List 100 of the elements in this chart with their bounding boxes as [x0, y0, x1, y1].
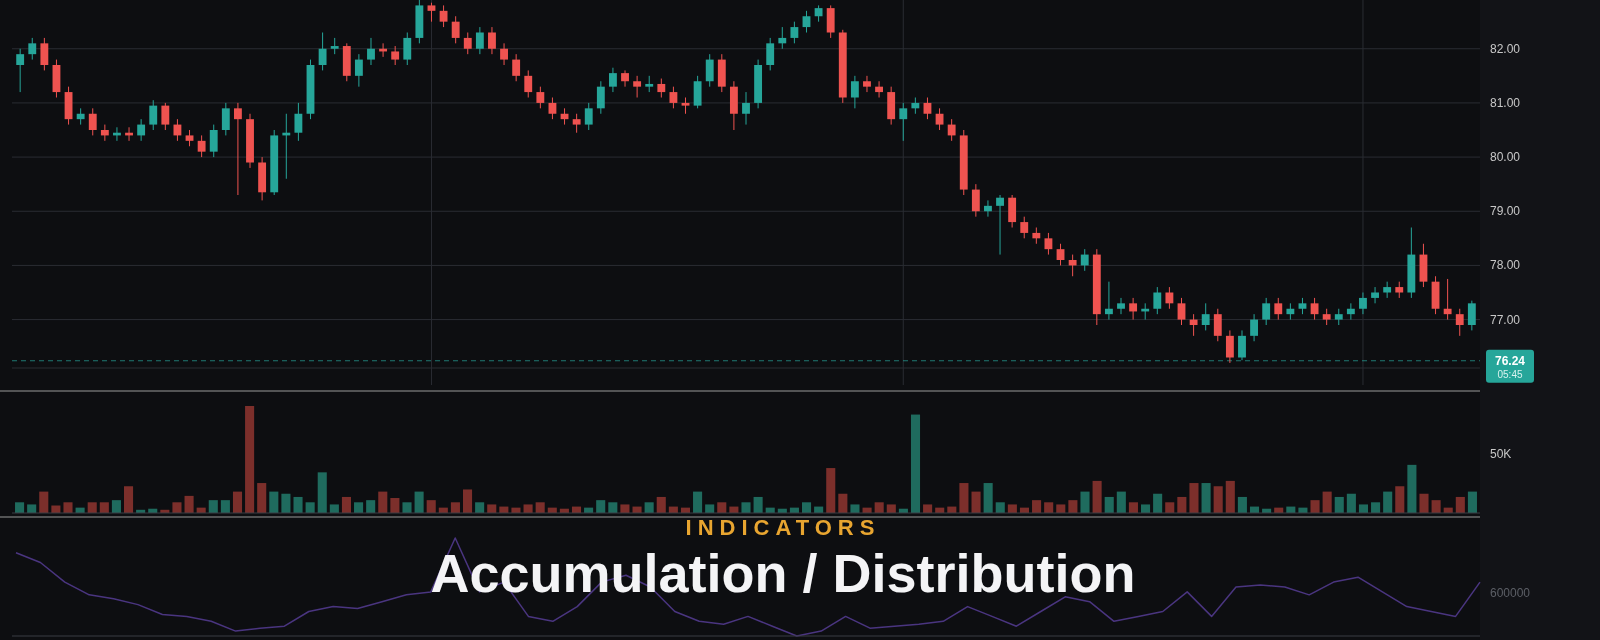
candlestick — [621, 69, 629, 88]
candlestick — [500, 42, 508, 66]
bar — [1467, 491, 1477, 513]
ref-line-label: 76.24 — [1494, 353, 1526, 368]
candlestick — [137, 118, 146, 142]
bar — [1431, 500, 1441, 513]
bar — [27, 504, 37, 513]
bar — [1334, 496, 1344, 513]
bar — [111, 500, 121, 513]
bar — [390, 498, 400, 513]
candlestick — [1044, 232, 1053, 256]
bar — [1128, 502, 1138, 513]
candlestick — [391, 45, 400, 66]
candlestick — [1262, 297, 1271, 326]
bar — [1116, 491, 1126, 513]
bar — [402, 502, 412, 513]
candlestick — [609, 67, 617, 93]
candlestick — [657, 78, 666, 98]
bar — [971, 491, 981, 513]
candlestick — [16, 48, 25, 93]
bar — [874, 502, 884, 513]
bar — [354, 502, 364, 513]
bar — [426, 500, 436, 513]
bar — [1225, 480, 1235, 513]
candlestick — [1165, 286, 1174, 310]
bar — [378, 491, 388, 513]
bar — [620, 504, 630, 513]
bar — [886, 504, 896, 513]
candlestick — [863, 75, 871, 93]
bar — [245, 406, 255, 513]
bar — [644, 502, 654, 513]
candlestick — [173, 118, 182, 142]
bar — [1310, 500, 1320, 513]
bar — [475, 502, 485, 513]
bar — [1455, 496, 1465, 513]
candlestick — [209, 124, 218, 158]
candlestick — [427, 2, 436, 23]
candlestick — [451, 15, 460, 44]
bar — [317, 472, 327, 513]
candlestick — [669, 86, 678, 109]
candlestick — [996, 194, 1004, 256]
candlestick — [88, 107, 97, 136]
bar — [838, 493, 848, 513]
candlestick — [475, 26, 484, 55]
bar — [1141, 504, 1151, 513]
bar — [1213, 486, 1223, 513]
candlestick — [742, 91, 750, 126]
bar — [329, 504, 339, 513]
candlestick — [984, 199, 992, 218]
candlestick — [1117, 297, 1125, 315]
bar — [1383, 491, 1393, 513]
bar — [1371, 502, 1381, 513]
chart-subtitle: INDICATORS — [685, 515, 881, 540]
candlestick — [548, 97, 557, 120]
candlestick — [1020, 216, 1029, 239]
bar — [1189, 483, 1199, 513]
bar — [99, 502, 109, 513]
chart-title: Accumulation / Distribution — [430, 543, 1136, 603]
bar — [232, 491, 243, 513]
bar — [1358, 504, 1369, 513]
y-tick-label: 80.00 — [1490, 150, 1521, 165]
candlestick — [40, 37, 49, 71]
text: 600000 — [1490, 586, 1531, 600]
bar — [450, 502, 460, 513]
candlestick — [403, 32, 412, 66]
candlestick — [488, 26, 496, 55]
bar — [693, 491, 703, 513]
bar — [293, 496, 303, 513]
candlestick — [1455, 308, 1464, 337]
candlestick — [1346, 302, 1355, 321]
bar — [705, 504, 715, 513]
y-tick-label: 81.00 — [1490, 95, 1521, 110]
bar — [341, 496, 351, 513]
bar — [172, 502, 182, 513]
bar — [923, 504, 933, 513]
bar — [826, 468, 836, 513]
bar — [1044, 502, 1054, 513]
bar — [281, 493, 291, 513]
bar — [1165, 502, 1175, 513]
bar — [123, 486, 134, 513]
candlestick — [1225, 329, 1234, 364]
bar — [608, 502, 618, 513]
candlestick — [790, 21, 799, 44]
bar — [1080, 491, 1090, 513]
candlestick — [875, 80, 883, 98]
candlestick — [1359, 292, 1367, 315]
bar — [1056, 504, 1066, 513]
y-tick-label: 79.00 — [1490, 204, 1521, 219]
candlestick — [584, 102, 593, 131]
candlestick — [947, 118, 956, 142]
bar — [850, 504, 860, 513]
candlestick — [536, 86, 545, 109]
bar — [1032, 500, 1042, 513]
bar — [1395, 486, 1405, 513]
candlestick — [1129, 297, 1138, 321]
candlestick — [1153, 286, 1162, 315]
bar — [753, 496, 763, 513]
candlestick — [1177, 297, 1186, 326]
bar — [1104, 496, 1114, 513]
candlestick — [294, 102, 303, 142]
